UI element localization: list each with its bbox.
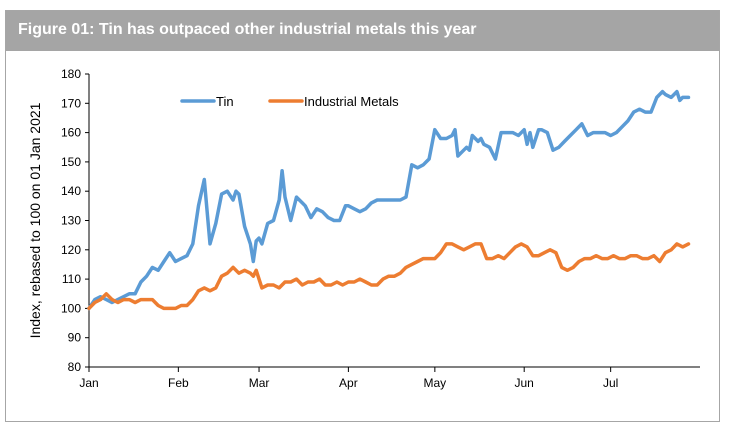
y-tick-labels: 80 90 100 110 120 130 140 150 160 170 180 — [61, 67, 81, 374]
y-tick-label: 150 — [61, 155, 81, 169]
legend-label-tin: Tin — [216, 94, 234, 109]
legend-label-industrial-metals: Industrial Metals — [304, 94, 399, 109]
y-tick-label: 130 — [61, 214, 81, 228]
axes — [85, 73, 700, 372]
y-tick-label: 180 — [61, 67, 81, 81]
y-tick-label: 90 — [68, 331, 82, 345]
x-tick-label: Jan — [79, 376, 98, 390]
y-tick-label: 120 — [61, 243, 81, 257]
x-tick-labels: Jan Feb Mar Apr May Jun Jul — [79, 376, 618, 390]
title-bar: Figure 01: Tin has outpaced other indust… — [6, 11, 719, 51]
y-tick-label: 100 — [61, 301, 81, 315]
series-lines — [87, 89, 691, 311]
x-tick-label: Jul — [603, 376, 618, 390]
chart-title: Figure 01: Tin has outpaced other indust… — [18, 21, 477, 38]
x-tick-label: Feb — [168, 376, 189, 390]
series-line-tin — [87, 89, 691, 311]
chart-frame: Figure 01: Tin has outpaced other indust… — [5, 10, 720, 422]
x-tick-label: Jun — [515, 376, 534, 390]
y-tick-label: 140 — [61, 184, 81, 198]
y-tick-label: 160 — [61, 126, 81, 140]
y-tick-label: 110 — [62, 272, 81, 286]
series-line-industrial-metals — [87, 242, 691, 311]
y-tick-label: 80 — [68, 360, 82, 374]
y-tick-label: 170 — [61, 96, 81, 110]
x-tick-label: Mar — [249, 376, 270, 390]
x-tick-label: Apr — [339, 376, 358, 390]
y-axis-label: Index, rebased to 100 on 01 Jan 2021 — [27, 102, 43, 338]
x-tick-label: May — [424, 376, 447, 390]
legend: Tin Industrial Metals — [180, 94, 399, 109]
